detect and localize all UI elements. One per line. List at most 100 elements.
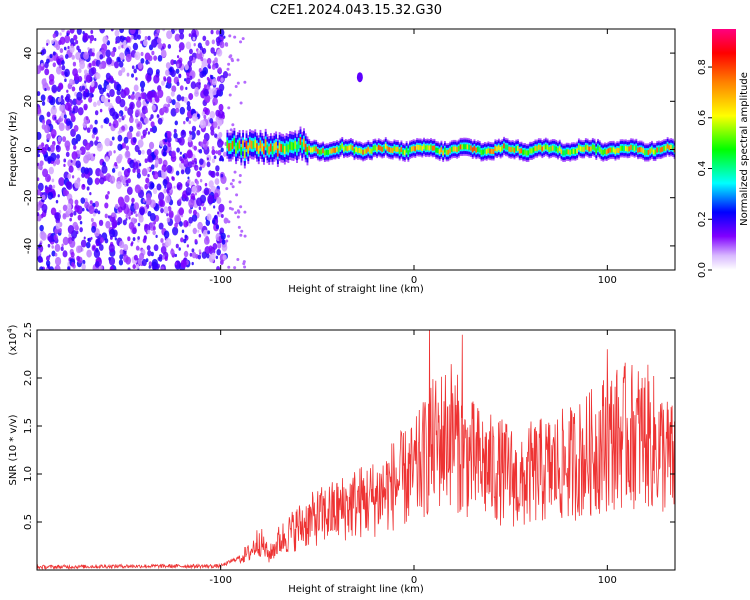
noise-cell: [178, 42, 185, 51]
noise-cell: [99, 54, 104, 60]
signal-cell: [233, 138, 236, 147]
signal-cell: [659, 147, 662, 153]
noise-cell: [176, 81, 180, 86]
signal-cell: [416, 144, 419, 150]
signal-cell: [570, 148, 573, 154]
noise-cell: [127, 236, 131, 242]
noise-cell: [176, 147, 180, 153]
noise-cell: [216, 196, 222, 204]
noise-cell: [132, 227, 137, 235]
blob-cell: [356, 72, 363, 83]
signal-cell: [294, 140, 297, 149]
noise-cell: [193, 145, 198, 151]
noise-cell: [118, 61, 124, 68]
snr-panel: -100 0 100 0.5 1.0 1.5 2.0 2.5 Height of strai…: [6, 322, 676, 595]
signal-cell: [631, 145, 634, 151]
noise-cell: [44, 186, 50, 194]
noise-cell: [123, 136, 129, 144]
noise-cell: [217, 119, 223, 127]
noise-cell: [86, 249, 92, 258]
noise-cell: [119, 249, 124, 255]
noise-cell: [146, 245, 151, 251]
noise-cell: [197, 221, 203, 230]
signal-cell: [334, 147, 337, 153]
signal-cell: [621, 145, 624, 151]
noise-cell: [178, 198, 181, 202]
signal-cell: [637, 147, 640, 153]
noise-cell: [108, 122, 112, 127]
noise-cell: [151, 50, 155, 56]
noise-cell: [111, 212, 115, 218]
noise-cell: [55, 66, 62, 75]
noise-cell: [133, 202, 140, 210]
signal-cell: [520, 148, 523, 154]
noise-cell: [225, 43, 229, 47]
signal-cell: [393, 145, 396, 152]
signal-cell: [403, 150, 406, 156]
noise-cell: [93, 249, 101, 259]
signal-cell: [607, 148, 610, 154]
noise-cell: [234, 84, 238, 88]
noise-cell: [118, 198, 125, 207]
noise-cell: [132, 42, 139, 51]
noise-cell: [94, 177, 100, 185]
signal-cell: [588, 146, 591, 152]
noise-cell: [168, 78, 172, 84]
noise-cell: [191, 160, 195, 165]
noise-cell: [147, 210, 152, 217]
noise-cell: [211, 149, 216, 156]
noise-cell: [109, 228, 116, 238]
noise-cell: [157, 192, 165, 202]
noise-cell: [191, 251, 197, 259]
noise-cell: [156, 114, 160, 118]
noise-cell: [175, 68, 180, 74]
signal-cell: [553, 145, 556, 151]
noise-cell: [130, 35, 134, 40]
noise-cell: [94, 261, 100, 268]
noise-cell: [107, 191, 110, 195]
noise-cell: [140, 135, 144, 140]
noise-cell: [58, 227, 62, 234]
noise-cell: [67, 173, 72, 179]
signal-cell: [336, 146, 338, 152]
noise-cell: [101, 164, 108, 174]
noise-cell: [133, 84, 139, 92]
signal-cell: [609, 147, 612, 153]
signal-cell: [663, 145, 666, 151]
noise-cell: [66, 89, 69, 93]
signal-cell: [350, 144, 352, 150]
signal-cell: [569, 150, 572, 156]
signal-cell: [595, 148, 598, 154]
snr-y-scale: (x104): [6, 324, 19, 355]
noise-cell: [180, 259, 187, 269]
noise-cell: [175, 107, 180, 114]
noise-cell: [119, 29, 125, 34]
signal-cell: [400, 146, 403, 153]
noise-cell: [69, 37, 75, 45]
noise-cell: [166, 165, 173, 174]
signal-cell: [372, 145, 375, 151]
signal-cell: [384, 143, 387, 149]
signal-cell: [238, 140, 241, 149]
noise-cell: [125, 53, 132, 63]
signal-cell: [437, 147, 439, 153]
signal-cell: [426, 145, 429, 151]
noise-cell: [149, 127, 153, 133]
noise-cell: [143, 117, 149, 125]
signal-cell: [534, 146, 537, 152]
noise-cell: [77, 214, 82, 221]
noise-cell: [211, 252, 216, 260]
snr-y-scale-base: (x10: [8, 333, 19, 356]
noise-cell: [76, 91, 83, 101]
signal-cell: [329, 148, 332, 154]
noise-cell: [215, 165, 220, 172]
noise-cell: [144, 98, 148, 102]
signal-cell: [250, 140, 253, 149]
signal-cell: [623, 146, 626, 152]
noise-cell: [220, 140, 224, 146]
noise-cell: [55, 158, 61, 165]
noise-cell: [125, 145, 130, 151]
noise-cell: [75, 160, 81, 169]
noise-cell: [43, 78, 47, 82]
noise-cell: [145, 197, 152, 206]
